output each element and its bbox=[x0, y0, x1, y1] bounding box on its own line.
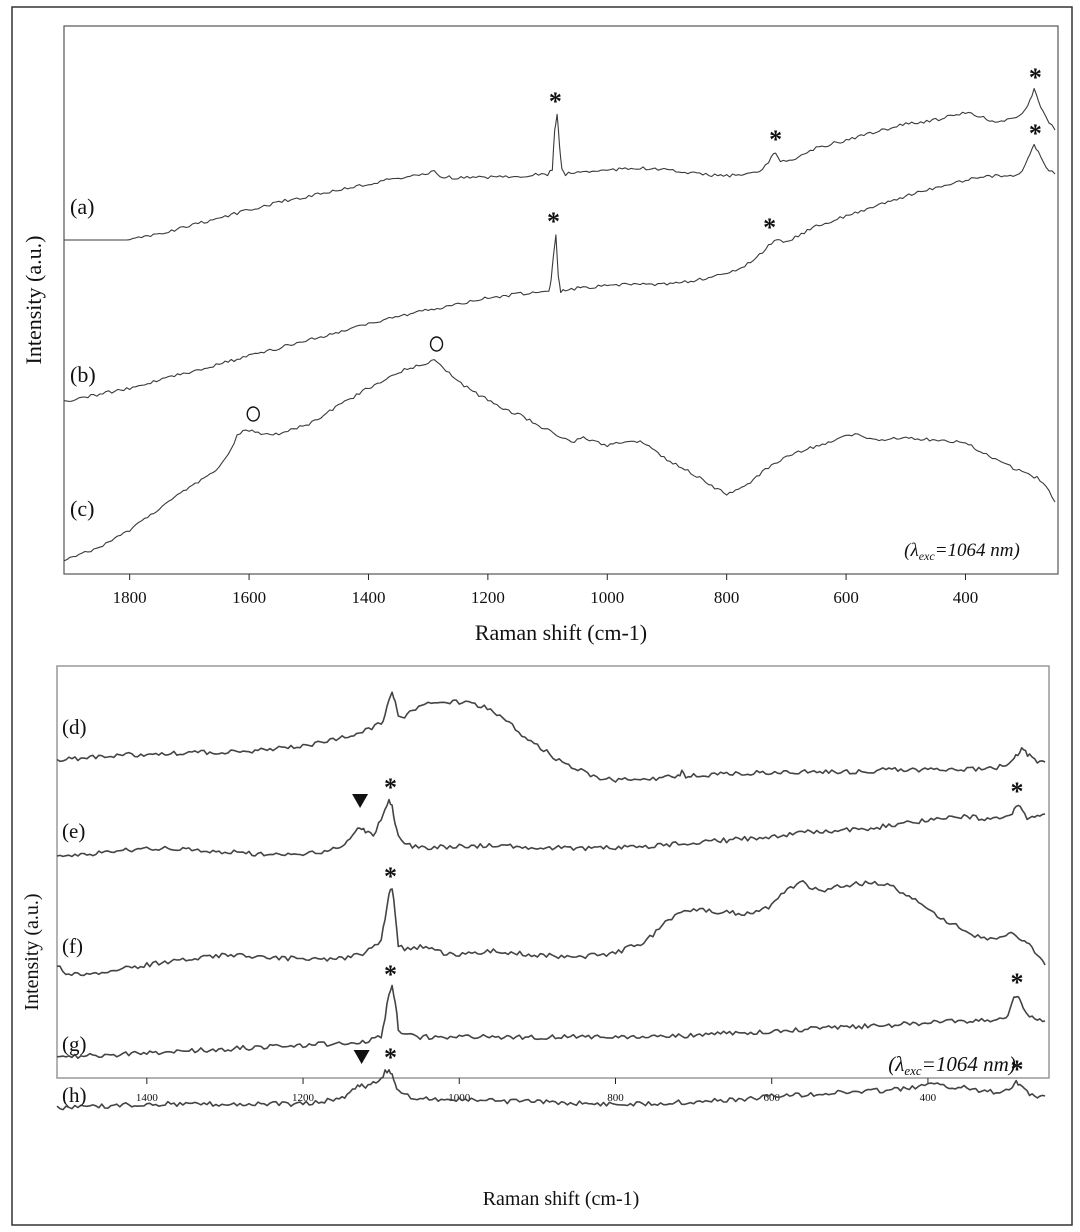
curve-e bbox=[56, 798, 1046, 858]
top-x-ticks: 1800 1600 1400 1200 1000 800 600 400 bbox=[113, 574, 979, 607]
series-label-b: (b) bbox=[70, 362, 96, 387]
top-y-axis-label: Intensity (a.u.) bbox=[21, 236, 46, 365]
curve-a bbox=[64, 87, 1056, 241]
series-label-c: (c) bbox=[70, 496, 94, 521]
bottom-x-axis-label: Raman shift (cm-1) bbox=[483, 1188, 640, 1210]
top-panel: 1800 1600 1400 1200 1000 800 600 400 * * * * * * (a)… bbox=[21, 25, 1059, 645]
bottom-plot-frame bbox=[56, 665, 1050, 1079]
bottom-y-axis-label: Intensity (a.u.) bbox=[21, 893, 43, 1010]
top-excitation-note: (λexc=1064 nm) bbox=[904, 540, 1020, 563]
bottom-tick-label: 400 bbox=[920, 1092, 937, 1104]
marker-triangle-h bbox=[353, 1050, 370, 1064]
marker-asterisk-h: * bbox=[1010, 1055, 1023, 1084]
marker-circle-c bbox=[429, 336, 444, 352]
top-tick-label: 800 bbox=[714, 588, 740, 607]
curve-c bbox=[63, 359, 1056, 562]
marker-asterisk-a: * bbox=[1029, 63, 1042, 92]
bottom-curves bbox=[56, 691, 1046, 1111]
top-curves bbox=[63, 87, 1056, 562]
marker-asterisk-b: * bbox=[547, 207, 560, 236]
bottom-x-ticks: 1400 1200 1000 800 600 400 bbox=[136, 1078, 937, 1104]
top-plot-frame bbox=[63, 25, 1059, 575]
marker-asterisk-a: * bbox=[549, 87, 562, 116]
series-label-f: (f) bbox=[62, 934, 83, 958]
marker-asterisk-a: * bbox=[769, 125, 782, 154]
marker-asterisk-f: * bbox=[384, 862, 397, 891]
top-series-labels: (a) (b) (c) bbox=[70, 194, 96, 521]
bottom-markers: * * * * * * * bbox=[352, 773, 1023, 1084]
bottom-panel: 1400 1200 1000 800 600 400 * *** ** * (d)(e)(f)(… bbox=[21, 665, 1050, 1210]
series-label-d: (d) bbox=[62, 715, 87, 739]
marker-asterisk-g: * bbox=[384, 960, 397, 989]
bottom-tick-label: 1400 bbox=[136, 1092, 159, 1104]
top-x-axis-label: Raman shift (cm-1) bbox=[475, 620, 647, 645]
bottom-tick-label: 1200 bbox=[292, 1092, 315, 1104]
marker-asterisk-h: * bbox=[384, 1043, 397, 1072]
top-tick-label: 1000 bbox=[590, 588, 624, 607]
figure-border bbox=[11, 6, 1073, 1226]
curve-h bbox=[56, 1069, 1046, 1111]
marker-asterisk-b: * bbox=[1029, 119, 1042, 148]
top-tick-label: 1200 bbox=[471, 588, 505, 607]
curve-d bbox=[56, 691, 1046, 783]
marker-circle-c bbox=[246, 406, 260, 422]
top-tick-label: 1600 bbox=[232, 588, 266, 607]
marker-triangle-e bbox=[352, 794, 369, 808]
curve-b bbox=[63, 143, 1056, 403]
marker-asterisk-e: * bbox=[1010, 777, 1023, 806]
series-label-g: (g) bbox=[62, 1032, 87, 1056]
series-label-e: (e) bbox=[62, 819, 85, 843]
top-tick-label: 1800 bbox=[113, 588, 147, 607]
curve-g bbox=[56, 984, 1046, 1059]
top-tick-label: 400 bbox=[953, 588, 979, 607]
series-label-a: (a) bbox=[70, 194, 94, 219]
bottom-excitation-note: (λexc=1064 nm) bbox=[888, 1052, 1016, 1078]
marker-asterisk-e: * bbox=[384, 773, 397, 802]
bottom-series-labels: (d) (e) (f) (g) (h) bbox=[62, 715, 87, 1107]
top-tick-label: 1400 bbox=[351, 588, 385, 607]
marker-asterisk-b: * bbox=[763, 213, 776, 242]
marker-asterisk-g: * bbox=[1010, 968, 1023, 997]
top-markers: * * * * * * bbox=[246, 63, 1042, 422]
series-label-h: (h) bbox=[62, 1083, 87, 1107]
curve-f bbox=[57, 880, 1046, 977]
top-tick-label: 600 bbox=[833, 588, 859, 607]
bottom-tick-label: 800 bbox=[607, 1092, 624, 1104]
